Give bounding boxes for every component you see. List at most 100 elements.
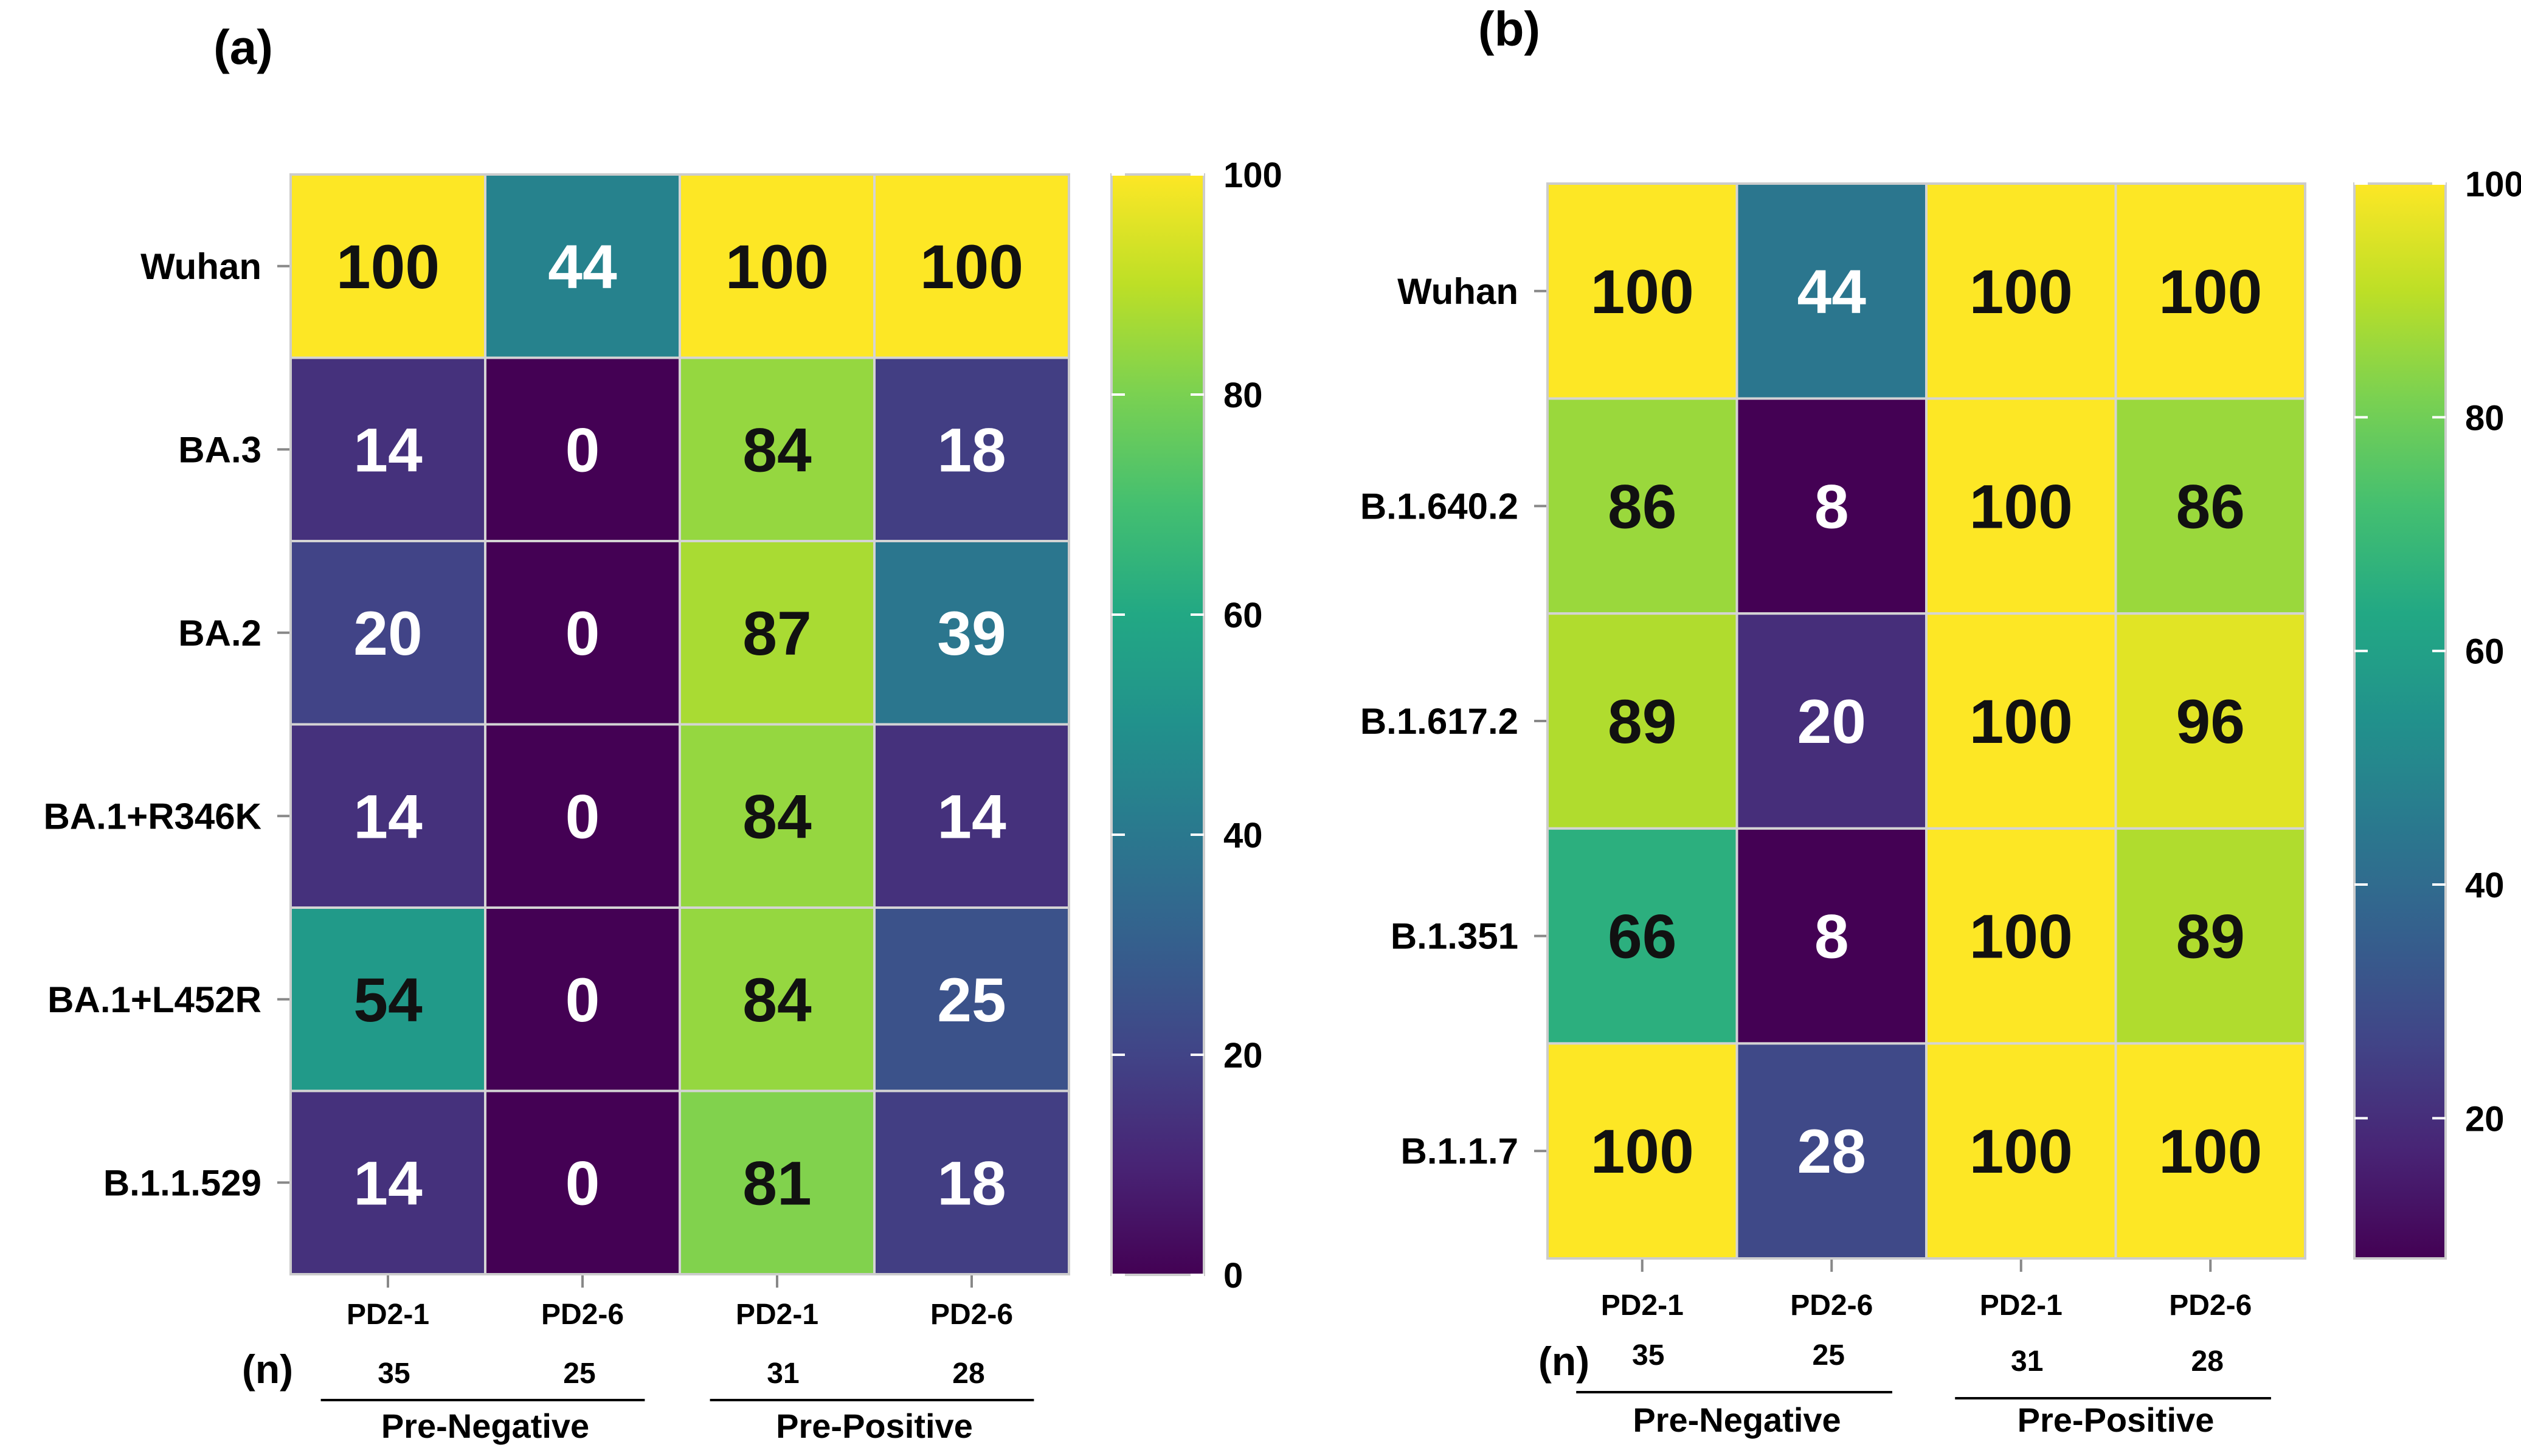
panel-a-cell	[289, 356, 486, 542]
panel-a-cell-value: 14	[353, 1148, 423, 1218]
panel-b-colorbar-tick-label: 80	[2465, 398, 2505, 438]
panel-a-cell	[484, 173, 681, 359]
panel-a-cell	[873, 173, 1070, 359]
panel-b-n-value: 28	[2191, 1345, 2224, 1378]
panel-a-cell-value: 100	[336, 232, 440, 302]
panel-b-colorbar-tick-label: 40	[2465, 866, 2505, 905]
panel-b-row-label: B.1.640.2	[1360, 486, 1518, 526]
panel-a-cell-value: 84	[742, 415, 812, 485]
panel-b-cell	[2114, 612, 2306, 830]
panel-b-cell	[1925, 827, 2117, 1045]
panel-a-n-label: (n)	[242, 1347, 293, 1392]
panel-b-colorbar	[2353, 182, 2447, 1260]
panel-b-cell-value: 89	[1608, 687, 1676, 756]
panel-a-col-label: PD2-6	[541, 1299, 624, 1331]
panel-b-cell-value: 89	[2176, 902, 2245, 971]
panel-a-cell	[484, 540, 681, 726]
panel-a-colorbar-tick-label: 100	[1223, 156, 1282, 195]
panel-b-col-label: PD2-6	[2169, 1289, 2252, 1322]
panel-b-cell	[1735, 1042, 1928, 1260]
panel-a-cell-value: 0	[565, 599, 600, 668]
panel-b-cell	[1925, 612, 2117, 830]
panel-a-label: (a)	[213, 20, 273, 74]
panel-a-heatmap: (a) 100 44 100 100 14 0 84 18 20 0 87 39 14 0 84 14 54 0 84…	[43, 20, 1282, 1445]
panel-a-cell-value: 100	[920, 232, 1023, 302]
panel-a-cell	[873, 906, 1070, 1092]
panel-a-cell-value: 18	[937, 1148, 1006, 1218]
panel-b-n-value: 25	[1813, 1339, 1845, 1371]
panel-b-cell-value: 100	[1969, 902, 2073, 971]
panel-a-cell-value: 0	[565, 782, 600, 851]
panel-b-cell	[1546, 1042, 1738, 1260]
panel-a-col-label: PD2-6	[930, 1299, 1013, 1331]
panel-a-cell	[289, 723, 486, 909]
panel-a-cell-value: 84	[742, 782, 812, 851]
panel-b-cell-value: 86	[2176, 472, 2245, 541]
panel-a-n-value: 35	[378, 1358, 410, 1390]
panel-b-cell-value: 100	[2159, 257, 2262, 326]
panel-a-cell	[484, 723, 681, 909]
panel-a-cell	[679, 1089, 876, 1275]
panel-a-cell	[873, 540, 1070, 726]
panel-a-cell-value: 0	[565, 1148, 600, 1218]
panel-a-cell-value: 84	[742, 965, 812, 1035]
panel-b-cell	[1925, 397, 2117, 615]
panel-a-cells: 100 44 100 100 14 0 84 18 20 0 87 39 14 0 84 14 54 0 84 25 1…	[289, 173, 1070, 1275]
panel-a-cell-value: 14	[937, 782, 1006, 851]
panel-b-cell-value: 100	[1591, 257, 1694, 326]
panel-b-col-label: PD2-1	[1601, 1289, 1684, 1322]
panel-a-cell-value: 54	[353, 965, 423, 1035]
panel-a-row-label: BA.1+L452R	[47, 979, 261, 1020]
panel-a-colorbar-tick-label: 0	[1223, 1256, 1243, 1296]
panel-a-cell	[873, 723, 1070, 909]
panel-a-group-label: Pre-Negative	[381, 1407, 589, 1445]
panel-a-row-label: B.1.1.529	[103, 1162, 261, 1203]
panel-b-cell-value: 28	[1797, 1117, 1866, 1186]
panel-b-cell-value: 96	[2176, 687, 2245, 756]
panel-a-group-label: Pre-Positive	[776, 1407, 973, 1445]
panel-b-cell	[1735, 397, 1928, 615]
panel-a-colorbar	[1110, 173, 1205, 1276]
panel-b-row-label: B.1.351	[1391, 916, 1518, 957]
panel-a-cell-value: 18	[937, 415, 1006, 485]
panel-a-cell	[289, 173, 486, 359]
panel-a-colorbar-tick-label: 40	[1223, 816, 1263, 855]
panel-b-cell-value: 100	[1969, 257, 2073, 326]
panel-a-plot-border	[289, 173, 1070, 1275]
panel-b-row-label: B.1.1.7	[1401, 1131, 1518, 1171]
panel-a-row-label: BA.2	[178, 613, 261, 654]
panel-b-col-label: PD2-1	[1980, 1289, 2063, 1322]
panel-a-cell-value: 14	[353, 782, 423, 851]
panel-a-n-value: 25	[563, 1358, 595, 1390]
panel-b-n-value: 31	[2011, 1345, 2043, 1378]
panel-a-n-value: 28	[952, 1358, 984, 1390]
panel-a-cell	[289, 1089, 486, 1275]
panel-a-row-label: Wuhan	[140, 246, 261, 287]
panel-a-row-label: BA.1+R346K	[43, 796, 261, 837]
panel-b-plot-border	[1546, 182, 2306, 1260]
panel-a-cell-value: 39	[937, 599, 1006, 668]
panel-a-cell	[873, 356, 1070, 542]
panel-b-cell-value: 44	[1797, 257, 1867, 326]
panel-b-cell	[1735, 612, 1928, 830]
panel-a-cell	[484, 356, 681, 542]
panel-a-row-label: BA.3	[178, 429, 261, 470]
panel-a-col-label: PD2-1	[347, 1299, 429, 1331]
panel-b-cell	[1925, 1042, 2117, 1260]
panel-b-group-label: Pre-Negative	[1633, 1401, 1841, 1439]
panel-b-cell-value: 86	[1608, 472, 1676, 541]
panel-a-cell-value: 14	[353, 415, 423, 485]
panel-b-cell-value: 8	[1814, 472, 1849, 541]
panel-b-cell-value: 100	[1969, 1117, 2073, 1186]
panel-a-n-value: 31	[767, 1358, 799, 1390]
panel-a-cell-value: 0	[565, 415, 600, 485]
panel-b-cell	[2114, 827, 2306, 1045]
panel-a-colorbar-tick-label: 20	[1223, 1036, 1263, 1075]
panel-a-cell-value: 25	[937, 965, 1006, 1035]
panel-b-row-label: Wuhan	[1397, 271, 1518, 312]
panel-b-cells: 100 44 100 100 86 8 100 86 89 20 100 96 66 8 100 89 100 2…	[1546, 182, 2306, 1260]
panel-b-colorbar-tick-label: 60	[2465, 632, 2505, 672]
panel-b-cell-value: 100	[2159, 1117, 2262, 1186]
